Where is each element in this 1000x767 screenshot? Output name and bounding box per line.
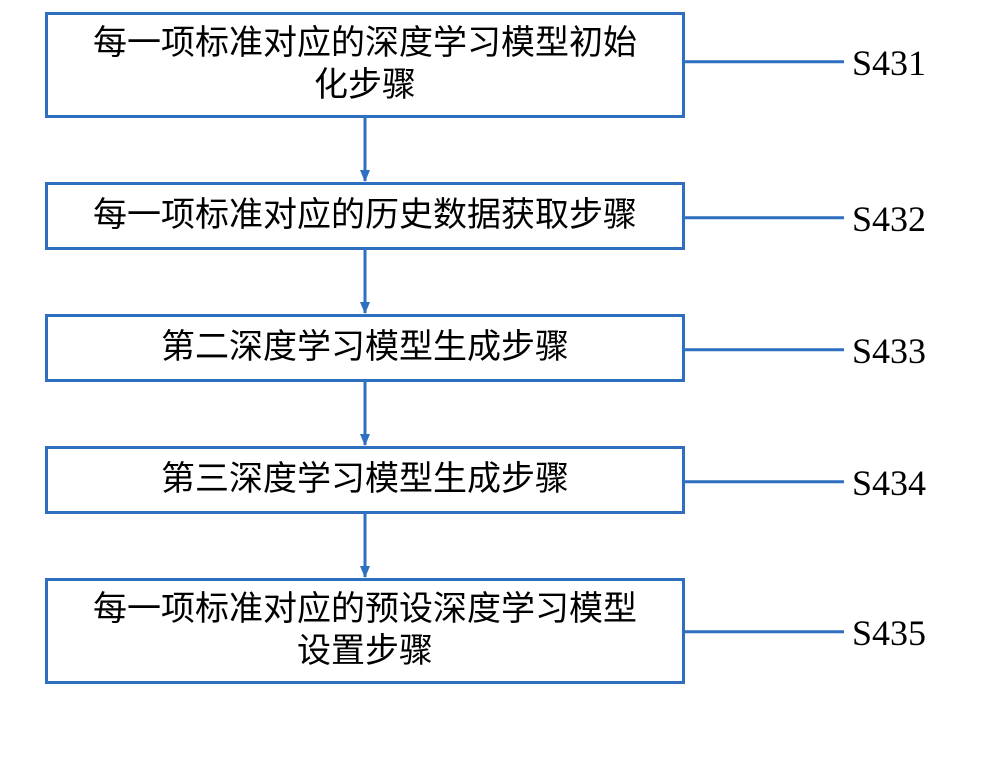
flowchart-canvas: 每一项标准对应的深度学习模型初始 化步骤每一项标准对应的历史数据获取步骤第二深度… [0,0,1000,767]
flow-node: 每一项标准对应的预设深度学习模型 设置步骤 [45,578,685,684]
step-label: S431 [852,42,926,84]
flow-node-text: 每一项标准对应的深度学习模型初始 化步骤 [93,23,637,108]
step-label: S433 [852,330,926,372]
flow-node: 每一项标准对应的深度学习模型初始 化步骤 [45,12,685,118]
flow-node-text: 第二深度学习模型生成步骤 [161,327,569,370]
step-label: S434 [852,462,926,504]
flow-node-text: 每一项标准对应的预设深度学习模型 设置步骤 [93,589,637,674]
flow-node: 每一项标准对应的历史数据获取步骤 [45,182,685,250]
flow-node: 第三深度学习模型生成步骤 [45,446,685,514]
flow-node-text: 每一项标准对应的历史数据获取步骤 [93,195,637,238]
flow-node: 第二深度学习模型生成步骤 [45,314,685,382]
step-label: S432 [852,198,926,240]
flow-node-text: 第三深度学习模型生成步骤 [161,459,569,502]
step-label: S435 [852,612,926,654]
